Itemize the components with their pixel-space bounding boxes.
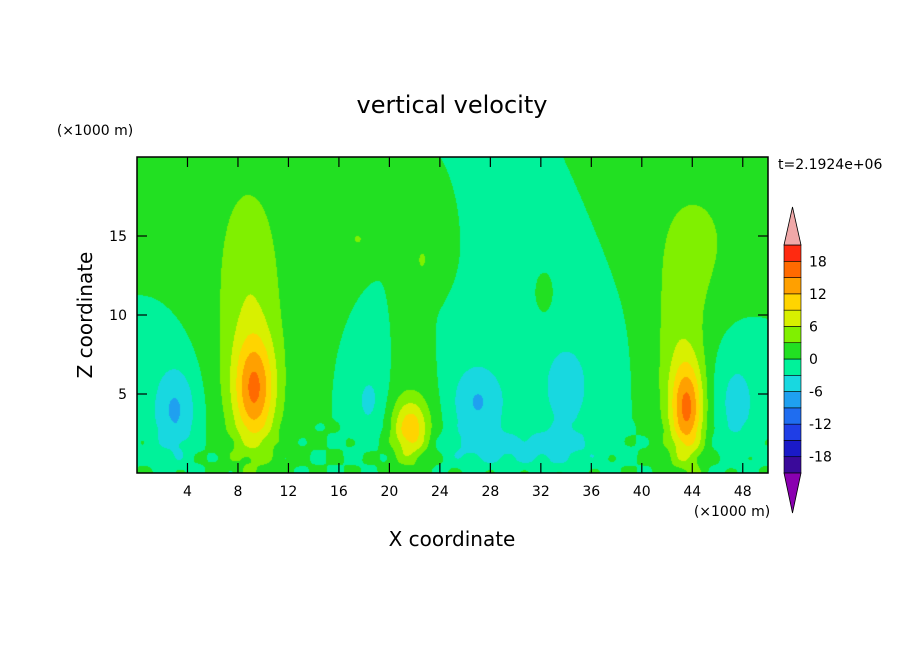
velocity-field	[137, 157, 768, 473]
colorbar-bin	[783, 293, 802, 311]
y-tick-label: 15	[109, 229, 127, 245]
x-axis-unit: (×1000 m)	[694, 504, 770, 520]
colorbar-bin	[783, 391, 802, 409]
y-axis-label: Z coordinate	[73, 252, 97, 379]
colorbar-label: 0	[809, 352, 818, 368]
x-tick-label: 4	[183, 484, 192, 500]
colorbar-bin	[783, 374, 802, 392]
colorbar-bottom-triangle	[783, 472, 802, 514]
colorbar-top-triangle	[783, 206, 802, 246]
colorbar-label: -6	[809, 385, 823, 401]
x-tick-label: 24	[431, 484, 449, 500]
x-tick-label: 48	[734, 484, 752, 500]
x-tick-label: 20	[380, 484, 398, 500]
colorbar-bin	[783, 358, 802, 376]
x-tick-label: 8	[233, 484, 242, 500]
x-tick-label: 16	[330, 484, 348, 500]
colorbar-label: -12	[809, 417, 832, 433]
colorbar-label: 12	[809, 287, 827, 303]
time-label: t=2.1924e+06	[778, 157, 882, 173]
x-axis-ticks: 4 8 12 16 20 24 28 32 36 40 44 48	[183, 157, 752, 500]
x-tick-label: 32	[532, 484, 550, 500]
colorbar-bin	[783, 309, 802, 327]
colorbar-bin	[783, 423, 802, 441]
colorbar-bin	[783, 244, 802, 262]
colorbar-bin	[783, 456, 802, 474]
y-tick-label: 10	[109, 308, 127, 324]
colorbar-bin	[783, 277, 802, 295]
x-tick-label: 28	[481, 484, 499, 500]
x-tick-label: 40	[633, 484, 651, 500]
colorbar-bin	[783, 260, 802, 278]
colorbar-label: -18	[809, 450, 832, 466]
colorbar-label: 6	[809, 319, 818, 335]
colorbar-bin	[783, 342, 802, 360]
colorbar-bin	[783, 326, 802, 344]
colorbar-label: 18	[809, 254, 827, 270]
x-tick-label: 36	[582, 484, 600, 500]
x-tick-label: 12	[280, 484, 298, 500]
y-axis-unit: (×1000 m)	[57, 123, 133, 139]
y-tick-label: 5	[118, 387, 127, 403]
x-axis-label: X coordinate	[389, 527, 516, 551]
y-axis-ticks: 5 10 15	[109, 229, 768, 403]
chart-title: vertical velocity	[357, 91, 548, 119]
colorbar: -18 -12 -6 0 6 12 18	[783, 206, 832, 514]
colorbar-bin	[783, 440, 802, 458]
colorbar-bin	[783, 407, 802, 425]
x-tick-label: 44	[683, 484, 701, 500]
